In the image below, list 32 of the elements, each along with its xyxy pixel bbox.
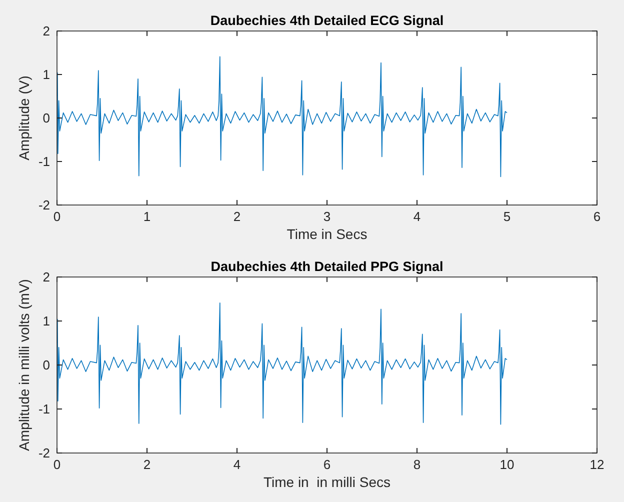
x-tick-label: 6 xyxy=(323,457,331,472)
x-tick-label: 0 xyxy=(53,457,61,472)
x-tick-label: 5 xyxy=(503,209,511,224)
x-tick-label: 8 xyxy=(413,457,421,472)
x-tick-label: 2 xyxy=(233,209,241,224)
line-series xyxy=(57,302,508,425)
y-tick-label: 0 xyxy=(42,358,50,372)
x-tick-label: 3 xyxy=(323,209,331,224)
y-tick-label: 2 xyxy=(42,270,50,284)
x-axis-title: Time in in milli Secs xyxy=(263,474,391,490)
x-tick-label: 6 xyxy=(593,209,601,224)
chart-title: Daubechies 4th Detailed ECG Signal xyxy=(210,13,444,28)
y-tick-label: -1 xyxy=(38,402,50,416)
x-tick-label: 2 xyxy=(143,457,151,472)
y-tick-label: 2 xyxy=(42,24,50,38)
chart-title: Daubechies 4th Detailed PPG Signal xyxy=(210,259,444,274)
y-tick-label: 1 xyxy=(42,314,50,328)
y-tick-label: 1 xyxy=(42,67,50,82)
y-tick-label: -1 xyxy=(38,154,50,169)
x-tick-label: 1 xyxy=(143,209,151,224)
y-tick-label: -2 xyxy=(38,446,50,460)
y-tick-label: -2 xyxy=(38,198,50,212)
y-tick-label: 0 xyxy=(42,110,50,126)
x-tick-label: 12 xyxy=(590,457,604,472)
y-axis-title: Amplitude in milli volts (mV) xyxy=(16,279,32,451)
x-axis-title: Time in Secs xyxy=(286,226,368,242)
y-axis-title: Amplitude (V) xyxy=(16,76,32,160)
x-tick-label: 10 xyxy=(500,457,514,472)
x-tick-label: 0 xyxy=(53,209,61,224)
x-tick-label: 4 xyxy=(233,457,241,472)
x-tick-label: 4 xyxy=(413,209,421,224)
line-series xyxy=(57,56,508,178)
